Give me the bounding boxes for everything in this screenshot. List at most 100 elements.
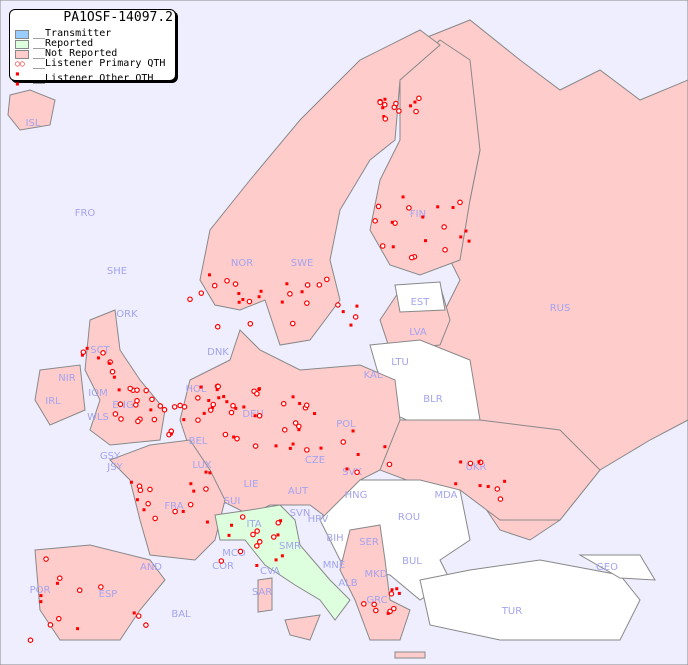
listener-other-qth-marker [182,418,186,422]
legend-title: PA1OSF-14097.2 [63,10,173,25]
finland [369,39,481,276]
listener-primary-qth-marker [377,99,383,106]
listener-primary-qth-marker [100,350,106,356]
listener-primary-qth-marker [303,402,310,409]
country-label-smr: SMR [279,541,301,552]
listener-other-qth-marker [237,292,241,296]
listener-other-qth-marker [112,375,116,379]
listener-primary-qth-marker [145,500,151,507]
listener-primary-qth-marker [304,300,310,306]
listener-other-qth-marker [356,453,360,457]
listener-primary-qth-marker [442,246,448,253]
listener-primary-qth-marker [137,487,144,494]
listener-primary-qth-marker [379,243,386,249]
georgia [578,554,656,581]
country-label-svk: SVK [342,467,362,478]
listener-primary-qth-marker [207,407,214,413]
legend-primary-qth: ○○ __Listener Primary QTH [15,59,165,69]
legend-label: __Reported [33,38,94,49]
listener-other-qth-marker [132,611,136,615]
listener-other-qth-marker [232,435,236,439]
listener-other-qth-marker [207,399,211,403]
listener-primary-qth-marker [304,447,310,453]
legend-label: __Listener Primary QTH [33,58,166,69]
listener-primary-qth-marker [494,486,501,492]
listener-other-qth-marker [319,446,323,450]
country-label-fin: FIN [410,209,426,220]
listener-primary-qth-marker [195,395,201,401]
country-label-lux: LUX [192,460,211,471]
country-label-lie: LIE [244,479,259,490]
listener-primary-qth-marker [195,417,201,423]
listener-other-qth-marker [189,482,193,486]
country-label-and: AND [140,562,162,573]
country-label-eng: ENG [112,400,134,411]
listener-other-qth-marker [80,353,84,357]
country-label-alb: ALB [338,578,357,589]
listener-other-qth-marker [355,304,359,308]
circle-marker-icon: ○○ [15,59,25,68]
sicily [284,614,321,641]
listener-other-qth-marker [467,239,471,243]
listener-primary-qth-marker [210,401,217,408]
listener-primary-qth-marker [372,218,378,224]
listener-other-qth-marker [129,480,133,484]
listener-primary-qth-marker [80,349,87,355]
country-label-est: EST [411,297,431,308]
listener-primary-qth-marker [270,534,277,540]
listener-primary-qth-marker [181,404,188,410]
listener-other-qth-marker [230,523,234,527]
listener-primary-qth-marker [56,575,63,582]
country-label-she: SHE [107,266,127,277]
listener-other-qth-marker [390,588,394,592]
listener-other-qth-marker [436,205,440,209]
listener-primary-qth-marker [112,411,119,417]
listener-primary-qth-marker [252,443,259,449]
listener-primary-qth-marker [408,254,415,261]
country-label-mne: MNE [323,560,345,571]
listener-primary-qth-marker [340,439,347,445]
listener-primary-qth-marker [27,637,34,643]
listener-primary-qth-marker [289,320,296,327]
listener-primary-qth-marker [247,320,254,327]
listener-primary-qth-marker [386,461,393,468]
scandinavia [199,29,441,346]
listener-other-qth-marker [253,414,257,418]
country-label-grc: GRC [366,595,387,606]
listener-primary-qth-marker [224,277,230,284]
listener-other-qth-marker [345,467,349,471]
transmitter-swatch [15,29,29,39]
country-label-sct: SCT [90,345,110,356]
country-label-geo: GEO [596,562,618,573]
listener-other-qth-marker [237,300,241,304]
listener-other-qth-marker [297,428,301,432]
listener-primary-qth-marker [151,416,158,423]
country-label-bul: BUL [402,556,422,567]
listener-primary-qth-marker [187,296,193,303]
country-label-tur: TUR [501,606,522,617]
listener-other-qth-marker [390,220,394,224]
listener-primary-qth-marker [371,601,377,608]
listener-primary-qth-marker [157,403,164,409]
listener-other-qth-marker [454,482,458,486]
listener-primary-qth-marker [375,203,382,210]
listener-other-qth-marker [257,387,261,391]
listener-other-qth-marker [135,498,139,502]
country-label-mco: MCO [222,548,246,559]
listener-other-qth-marker [280,554,284,558]
country-label-lva: LVA [409,327,427,338]
listener-other-qth-marker [423,239,427,243]
listener-primary-qth-marker [76,587,83,594]
listener-other-qth-marker [459,460,463,464]
country-label-por: POR [30,585,51,596]
listener-primary-qth-marker [361,601,367,607]
listener-other-qth-marker [255,563,259,567]
square-marker-icon: ▪ ▪ [15,69,20,88]
listener-other-qth-marker [169,432,173,436]
country-label-ltu: LTU [391,357,409,368]
listener-primary-qth-marker [497,496,504,502]
listener-primary-qth-marker [441,224,447,230]
country-label-irl: IRL [45,396,61,407]
listener-other-qth-marker [486,485,490,489]
